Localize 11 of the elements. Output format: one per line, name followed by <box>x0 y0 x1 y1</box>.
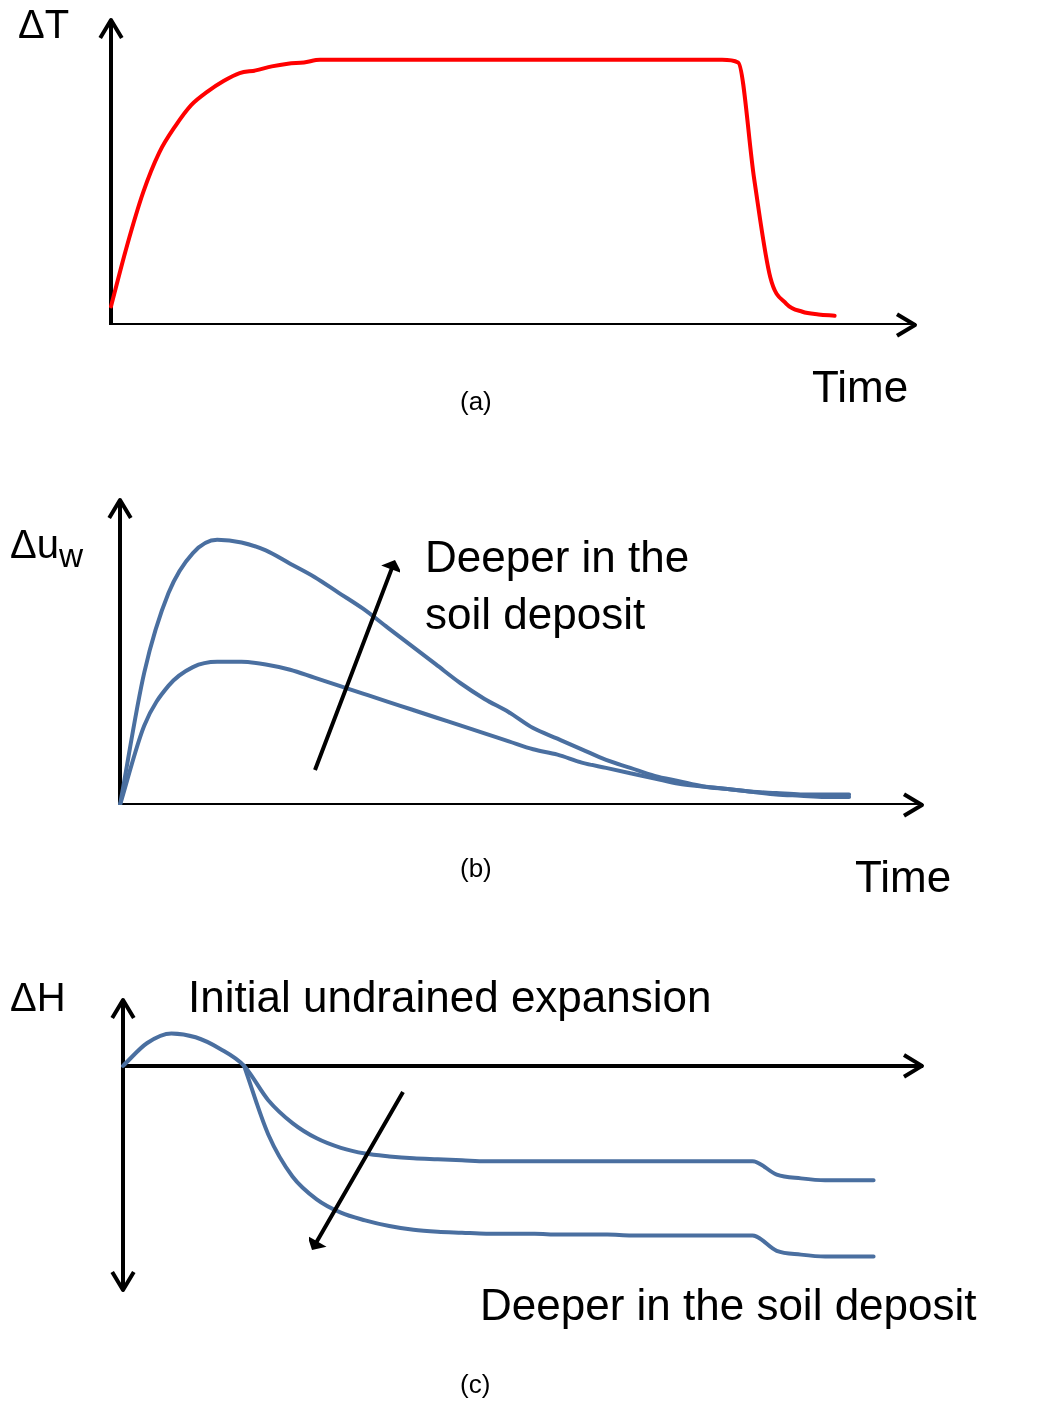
y-axis-title: ΔT <box>18 2 70 47</box>
text: Deeper in the soil deposit <box>480 1279 977 1331</box>
y-axis-title: Δu$_{w}$ <box>10 522 84 575</box>
text: (c) <box>460 1368 491 1401</box>
text: (a) <box>460 385 492 418</box>
text: (b) <box>460 852 492 885</box>
y-axis-title: ΔH <box>10 975 66 1020</box>
annotation: Deeper in the soil deposit <box>425 531 691 641</box>
text: Initial undrained expansion <box>188 971 712 1023</box>
x-axis-title: Time <box>812 362 909 412</box>
x-axis-title: Time <box>855 852 952 902</box>
